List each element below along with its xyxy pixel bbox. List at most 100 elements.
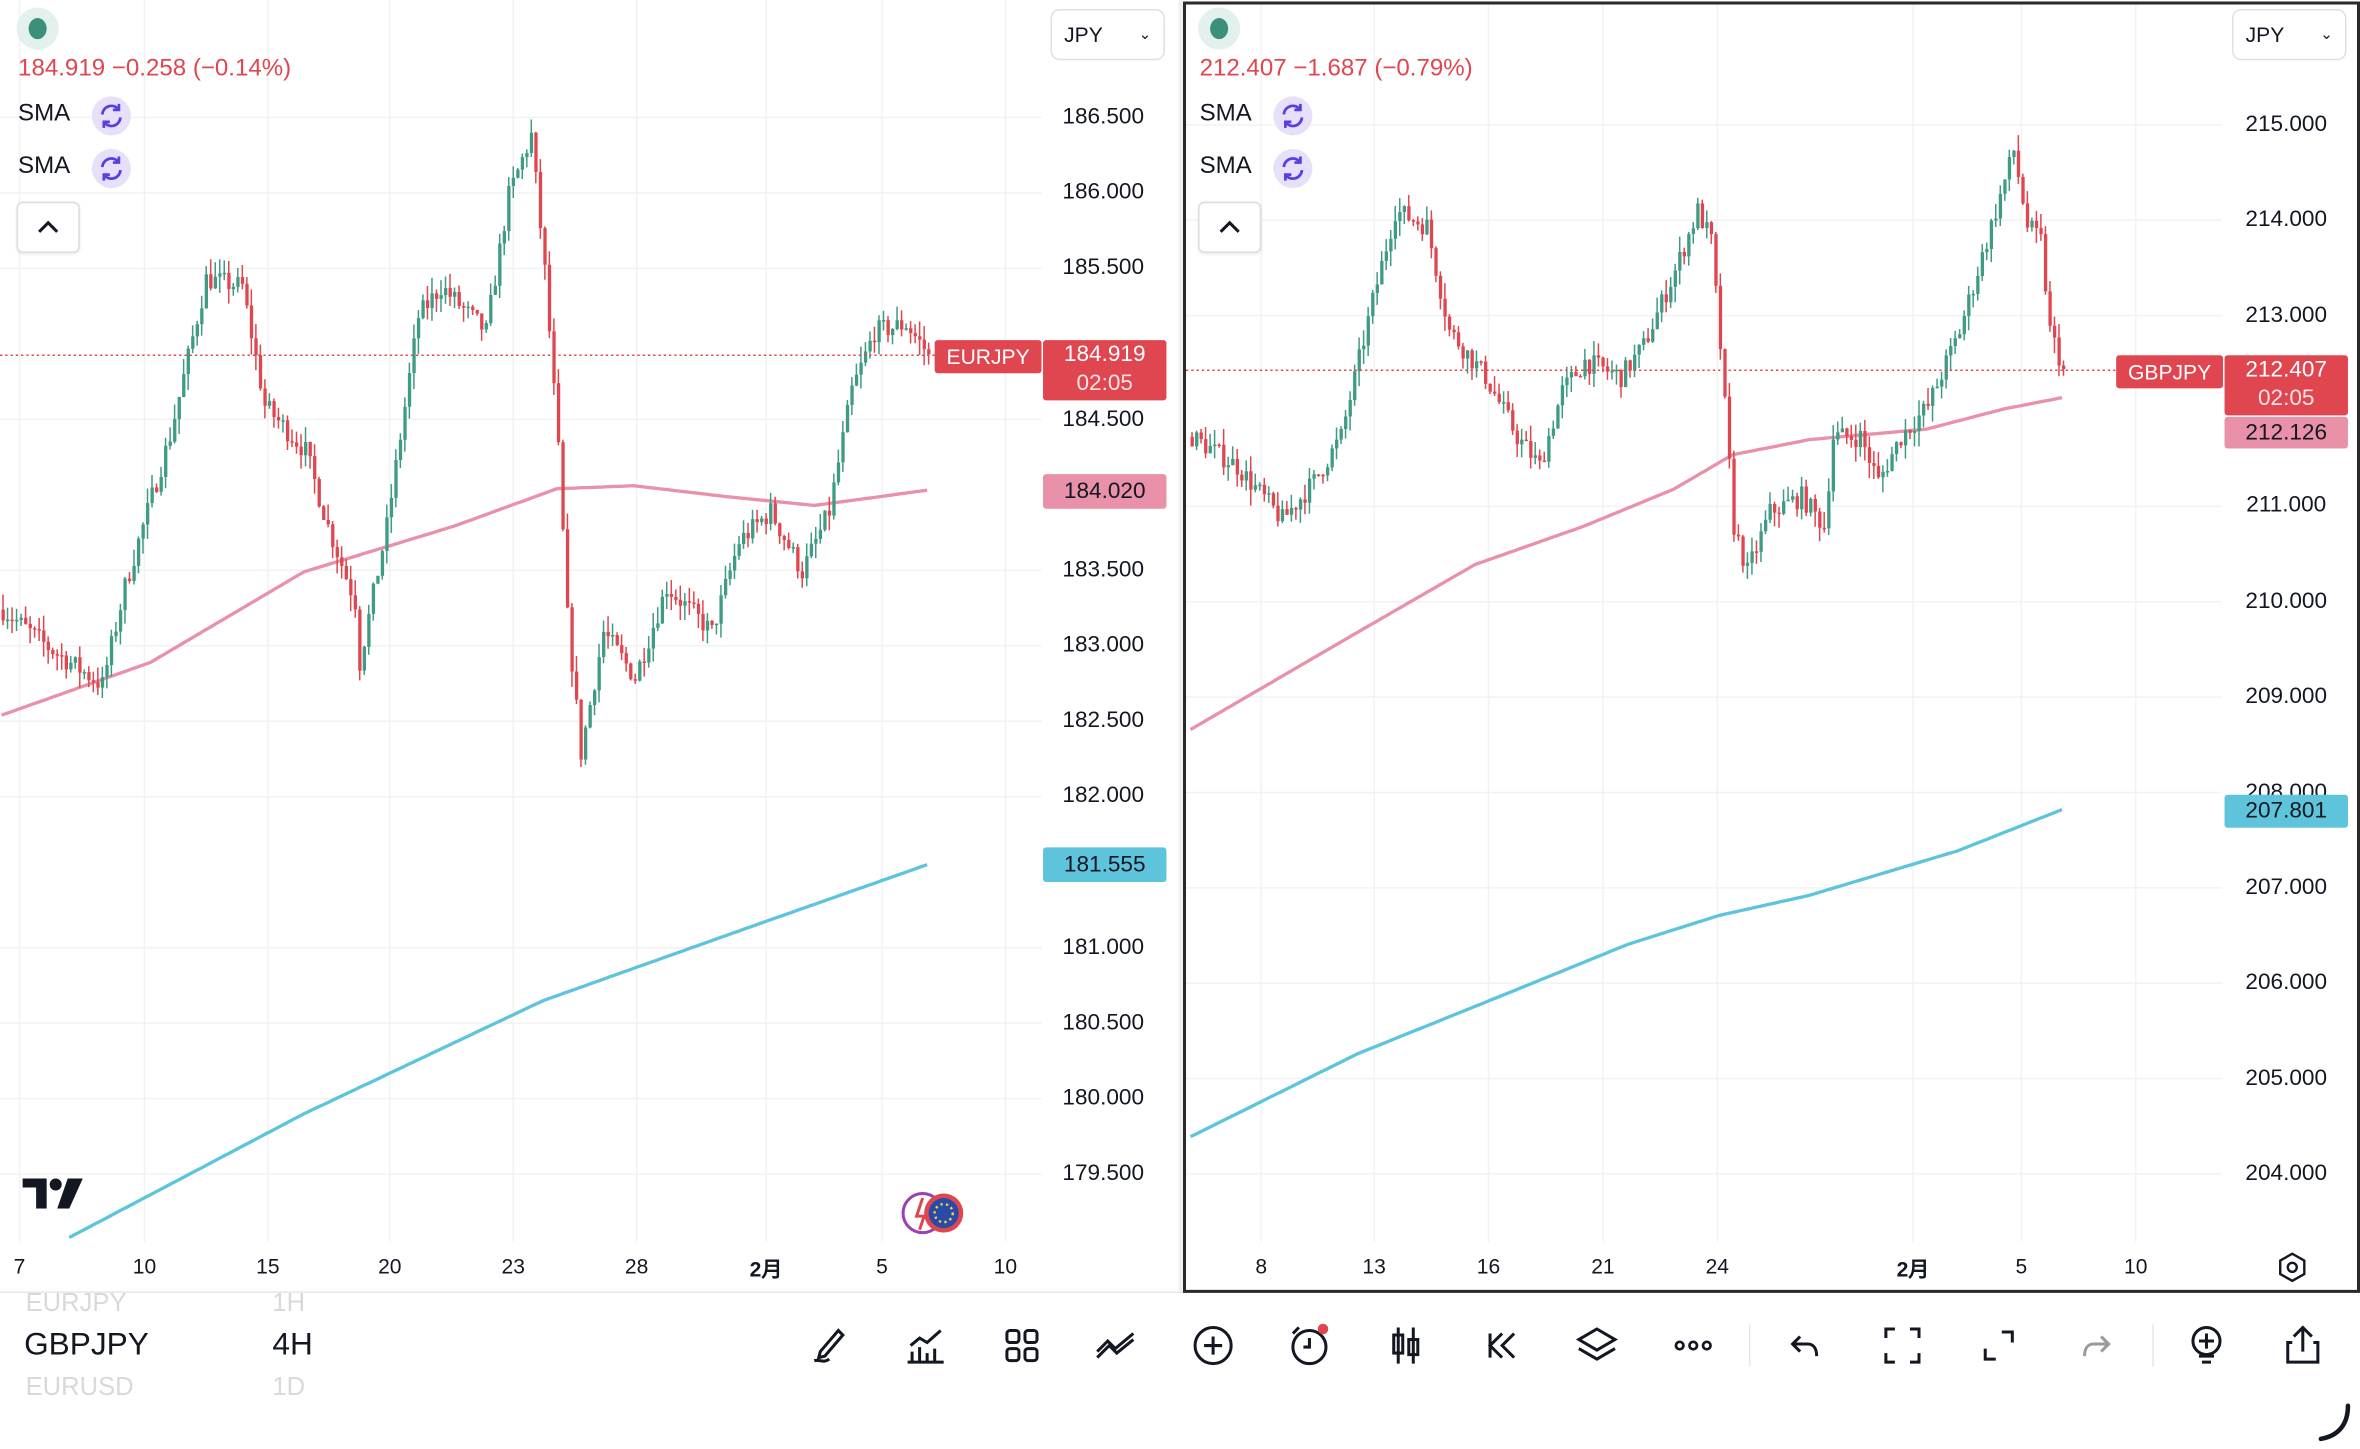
candle bbox=[624, 646, 628, 672]
chart-type-icon[interactable] bbox=[1376, 1315, 1436, 1375]
refresh-icon[interactable] bbox=[91, 96, 131, 136]
candle bbox=[164, 437, 168, 489]
redo-icon[interactable] bbox=[2065, 1315, 2125, 1375]
right-sma-label-2[interactable]: SMA bbox=[1199, 153, 1252, 180]
candle bbox=[913, 324, 917, 344]
candle bbox=[1262, 477, 1267, 502]
refresh-icon[interactable] bbox=[1273, 96, 1313, 136]
add-watchlist-icon[interactable] bbox=[2176, 1315, 2236, 1375]
layout-grid-icon[interactable] bbox=[992, 1315, 1052, 1375]
collapse-legend-button[interactable] bbox=[16, 201, 80, 253]
candle bbox=[276, 407, 281, 429]
time-tick-label: 16 bbox=[1476, 1253, 1501, 1278]
candle bbox=[105, 656, 109, 689]
candle bbox=[696, 598, 701, 629]
add-icon[interactable] bbox=[1183, 1315, 1243, 1375]
candle bbox=[665, 581, 669, 610]
candle bbox=[168, 427, 172, 450]
candle bbox=[1398, 198, 1402, 236]
candle bbox=[1614, 364, 1619, 385]
candle bbox=[1646, 328, 1650, 344]
candle bbox=[195, 320, 199, 346]
candle bbox=[1231, 446, 1235, 466]
candle bbox=[150, 475, 154, 508]
replay-icon[interactable] bbox=[1470, 1315, 1530, 1375]
watchlist-symbol[interactable]: EURUSD bbox=[25, 1372, 134, 1402]
candle bbox=[484, 320, 488, 333]
undo-icon[interactable] bbox=[1776, 1315, 1836, 1375]
candle bbox=[1750, 537, 1754, 575]
watchlist-interval-active[interactable]: 4H bbox=[272, 1327, 313, 1363]
separator bbox=[0, 1291, 1184, 1293]
alert-icon[interactable] bbox=[1279, 1315, 1339, 1375]
right-sma-label-1[interactable]: SMA bbox=[1199, 100, 1252, 127]
candle bbox=[1994, 203, 1998, 228]
watchlist-interval[interactable]: 1D bbox=[272, 1372, 306, 1402]
candle bbox=[272, 398, 276, 428]
left-sma-label-2[interactable]: SMA bbox=[18, 153, 71, 180]
refresh-icon[interactable] bbox=[91, 149, 131, 189]
watchlist-interval[interactable]: 1H bbox=[272, 1288, 306, 1317]
draw-icon[interactable] bbox=[799, 1315, 859, 1375]
expand-icon[interactable] bbox=[1969, 1315, 2029, 1375]
candle bbox=[1822, 511, 1826, 533]
market-status-icon[interactable] bbox=[16, 7, 59, 50]
time-tick-label: 10 bbox=[993, 1253, 1018, 1278]
candle bbox=[778, 522, 782, 544]
tradingview-logo[interactable] bbox=[22, 1178, 86, 1216]
candle bbox=[6, 607, 10, 630]
watchlist-symbol-active[interactable]: GBPJPY bbox=[24, 1327, 149, 1363]
right-chart-plot bbox=[1186, 4, 2222, 1242]
chart-settings-icon[interactable] bbox=[2277, 1252, 2307, 1290]
indicators-icon[interactable] bbox=[896, 1315, 956, 1375]
time-tick-label: 21 bbox=[1591, 1253, 1615, 1278]
candle bbox=[367, 604, 371, 655]
candle bbox=[1240, 469, 1244, 487]
candle bbox=[254, 324, 258, 371]
candle bbox=[1547, 428, 1551, 468]
candle bbox=[1515, 424, 1519, 457]
candle bbox=[1998, 185, 2003, 226]
chart-canvas[interactable] bbox=[0, 0, 2360, 1294]
candle bbox=[678, 585, 683, 621]
collapse-legend-button[interactable] bbox=[1198, 201, 1262, 253]
candle bbox=[791, 542, 795, 553]
candle bbox=[1967, 285, 1971, 331]
candle bbox=[42, 615, 46, 657]
candle bbox=[872, 326, 877, 353]
candle bbox=[1488, 383, 1492, 395]
watchlist-symbol[interactable]: EURJPY bbox=[25, 1288, 127, 1317]
candle bbox=[1294, 506, 1298, 520]
candle bbox=[656, 607, 660, 632]
compare-icon[interactable] bbox=[1087, 1315, 1147, 1375]
events-icon[interactable] bbox=[900, 1191, 966, 1244]
candle bbox=[1931, 385, 1935, 422]
candle bbox=[602, 620, 606, 664]
left-currency-select[interactable]: JPY ⌄ bbox=[1050, 9, 1165, 61]
candle bbox=[1759, 523, 1763, 563]
right-currency-select[interactable]: JPY ⌄ bbox=[2232, 9, 2347, 61]
share-icon[interactable] bbox=[2273, 1315, 2333, 1375]
candle bbox=[1484, 355, 1488, 390]
candle bbox=[1402, 205, 1407, 224]
more-icon[interactable] bbox=[1663, 1315, 1723, 1375]
candle bbox=[1922, 400, 1926, 428]
candle bbox=[159, 466, 163, 496]
candle bbox=[1447, 314, 1452, 337]
pane-divider[interactable] bbox=[1178, 0, 1184, 1292]
resize-handle-icon[interactable] bbox=[2318, 1403, 2354, 1449]
currency-value: JPY bbox=[2245, 22, 2285, 47]
fullscreen-icon[interactable] bbox=[1872, 1315, 1932, 1375]
left-sma-label-1[interactable]: SMA bbox=[18, 100, 71, 127]
candle bbox=[651, 613, 656, 662]
refresh-icon[interactable] bbox=[1273, 149, 1313, 189]
candle bbox=[326, 504, 330, 528]
left-sma-cyan-label: 181.555 bbox=[1043, 847, 1167, 882]
candle bbox=[380, 549, 385, 580]
candle bbox=[191, 325, 195, 354]
candle bbox=[543, 226, 547, 280]
market-status-icon[interactable] bbox=[1198, 7, 1241, 50]
candle bbox=[1538, 449, 1542, 470]
layers-icon[interactable] bbox=[1567, 1315, 1627, 1375]
candle bbox=[1479, 360, 1483, 366]
